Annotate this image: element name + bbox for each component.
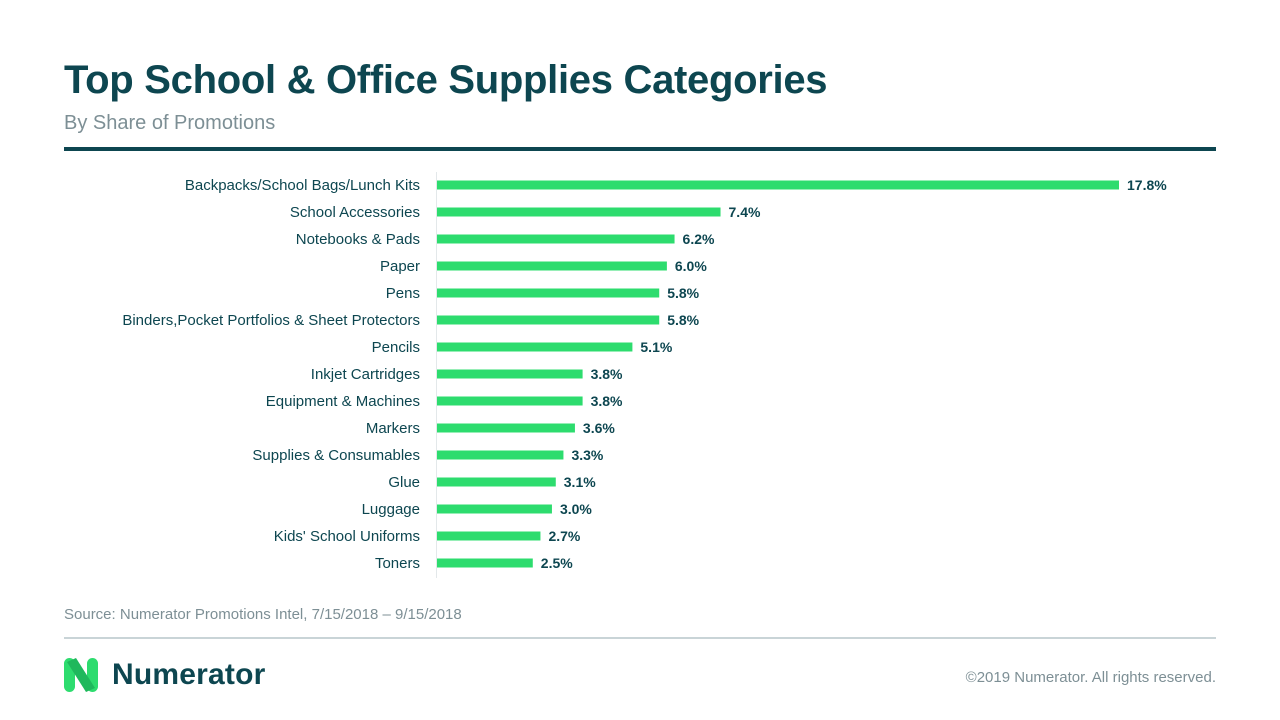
bar xyxy=(437,288,660,298)
data-label: 6.2% xyxy=(683,231,715,247)
data-label: 17.8% xyxy=(1127,177,1167,193)
data-label: 3.0% xyxy=(560,501,592,517)
bar xyxy=(437,477,556,487)
data-label: 3.8% xyxy=(591,393,623,409)
category-label: Inkjet Cartridges xyxy=(311,366,420,383)
bar xyxy=(437,207,721,217)
bar xyxy=(437,423,575,433)
category-label: Notebooks & Pads xyxy=(296,231,420,248)
bar xyxy=(437,450,564,460)
category-label: Glue xyxy=(388,474,420,491)
category-label: Paper xyxy=(380,258,420,275)
category-label: Kids' School Uniforms xyxy=(274,528,420,545)
data-label: 7.4% xyxy=(729,204,761,220)
category-label: Toners xyxy=(375,555,420,572)
chart-title: Top School & Office Supplies Categories xyxy=(64,58,828,102)
category-label: Pencils xyxy=(372,339,420,356)
bar xyxy=(437,342,633,352)
bar xyxy=(437,396,583,406)
data-label: 3.1% xyxy=(564,474,596,490)
category-label: School Accessories xyxy=(290,204,420,221)
data-label: 5.8% xyxy=(667,285,699,301)
category-label: Binders,Pocket Portfolios & Sheet Protec… xyxy=(122,312,420,329)
data-label: 5.8% xyxy=(667,312,699,328)
category-label: Luggage xyxy=(362,501,420,518)
data-label: 5.1% xyxy=(640,339,672,355)
bar xyxy=(437,261,667,271)
bar xyxy=(437,558,533,568)
bar xyxy=(437,180,1119,190)
data-label: 2.5% xyxy=(541,555,573,571)
bar xyxy=(437,369,583,379)
category-label: Pens xyxy=(386,285,420,302)
data-label: 3.3% xyxy=(571,447,603,463)
data-label: 3.6% xyxy=(583,420,615,436)
category-label: Supplies & Consumables xyxy=(252,447,420,464)
footer-divider xyxy=(64,637,1216,639)
category-label: Backpacks/School Bags/Lunch Kits xyxy=(185,177,420,194)
chart-subtitle: By Share of Promotions xyxy=(64,112,276,134)
brand-logo: Numerator xyxy=(64,657,266,693)
bar xyxy=(437,315,660,325)
source-note: Source: Numerator Promotions Intel, 7/15… xyxy=(64,606,462,623)
copyright-notice: ©2019 Numerator. All rights reserved. xyxy=(965,669,1216,686)
bar xyxy=(437,234,675,244)
bar xyxy=(437,504,552,514)
data-label: 2.7% xyxy=(548,528,580,544)
bar xyxy=(437,531,541,541)
brand-name: Numerator xyxy=(112,658,266,691)
numerator-logo-icon xyxy=(64,658,98,692)
data-label: 3.8% xyxy=(591,366,623,382)
category-label: Markers xyxy=(366,420,420,437)
header-divider xyxy=(64,147,1216,151)
data-label: 6.0% xyxy=(675,258,707,274)
category-label: Equipment & Machines xyxy=(266,393,420,410)
bar-chart: Backpacks/School Bags/Lunch Kits 17.8% Sch… xyxy=(122,172,1167,578)
